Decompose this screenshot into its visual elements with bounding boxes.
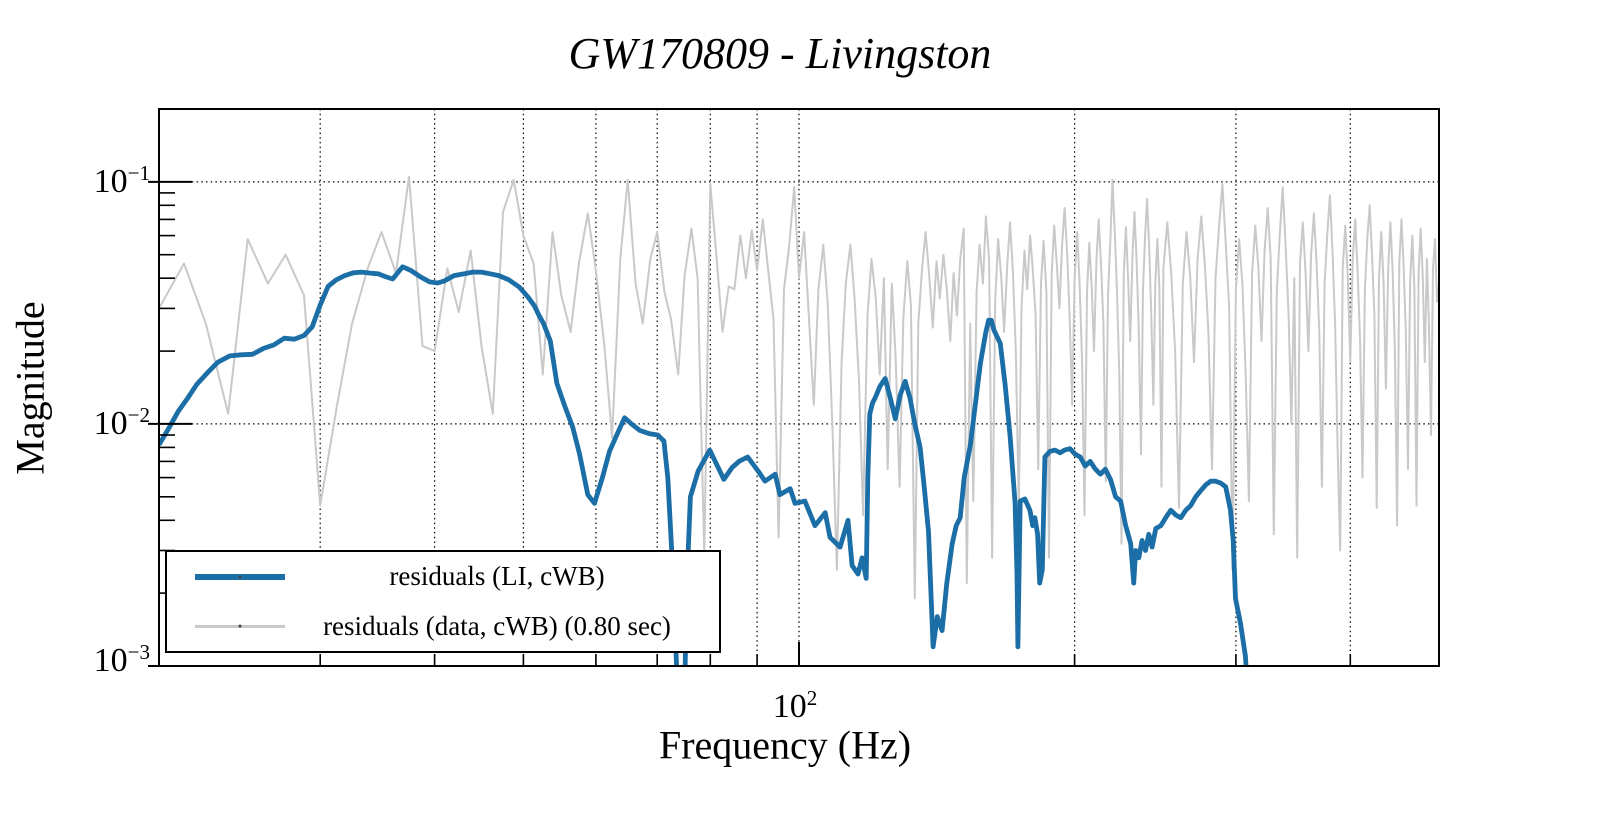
y-tick-base: 10 bbox=[93, 163, 128, 201]
legend-marker-dot bbox=[238, 575, 242, 579]
legend-entry-residuals-data-cwb: residuals (data, cWB) (0.80 sec) bbox=[167, 602, 719, 652]
y-tick-label-1e-1: 10−1 bbox=[94, 161, 150, 201]
y-tick-exponent: −2 bbox=[127, 402, 150, 427]
y-axis-label: Magnitude bbox=[7, 301, 53, 475]
chart-title: GW170809 - Livingston bbox=[568, 29, 992, 78]
series-line-residuals-li-cwb- bbox=[159, 264, 1249, 666]
y-tick-exponent: −3 bbox=[127, 639, 150, 664]
y-tick-base: 10 bbox=[93, 642, 128, 680]
legend-line-sample-blue bbox=[195, 573, 285, 580]
legend-box: residuals (LI, cWB) residuals (data, cWB… bbox=[165, 550, 721, 653]
grid-lines bbox=[159, 109, 1439, 666]
axis-ticks bbox=[148, 180, 1352, 667]
legend-line-sample-gray bbox=[195, 624, 285, 628]
legend-label: residuals (data, cWB) (0.80 sec) bbox=[323, 610, 671, 641]
x-tick-base: 10 bbox=[772, 688, 807, 726]
y-tick-label-1e-2: 10−2 bbox=[94, 403, 150, 443]
legend-label: residuals (LI, cWB) bbox=[389, 561, 605, 592]
legend-entry-residuals-li-cwb: residuals (LI, cWB) bbox=[167, 552, 719, 602]
plot-frame bbox=[158, 108, 1440, 667]
legend-marker-dot bbox=[238, 624, 242, 628]
y-tick-base: 10 bbox=[93, 405, 128, 443]
y-tick-label-1e-3: 10−3 bbox=[94, 640, 150, 680]
series-line-residuals-data-cwb-0-80-sec- bbox=[159, 175, 1439, 600]
x-axis-label: Frequency (Hz) bbox=[658, 722, 912, 768]
y-tick-exponent: −1 bbox=[127, 160, 150, 185]
x-tick-label-1e2: 102 bbox=[773, 686, 818, 726]
x-tick-exponent: 2 bbox=[806, 685, 818, 710]
